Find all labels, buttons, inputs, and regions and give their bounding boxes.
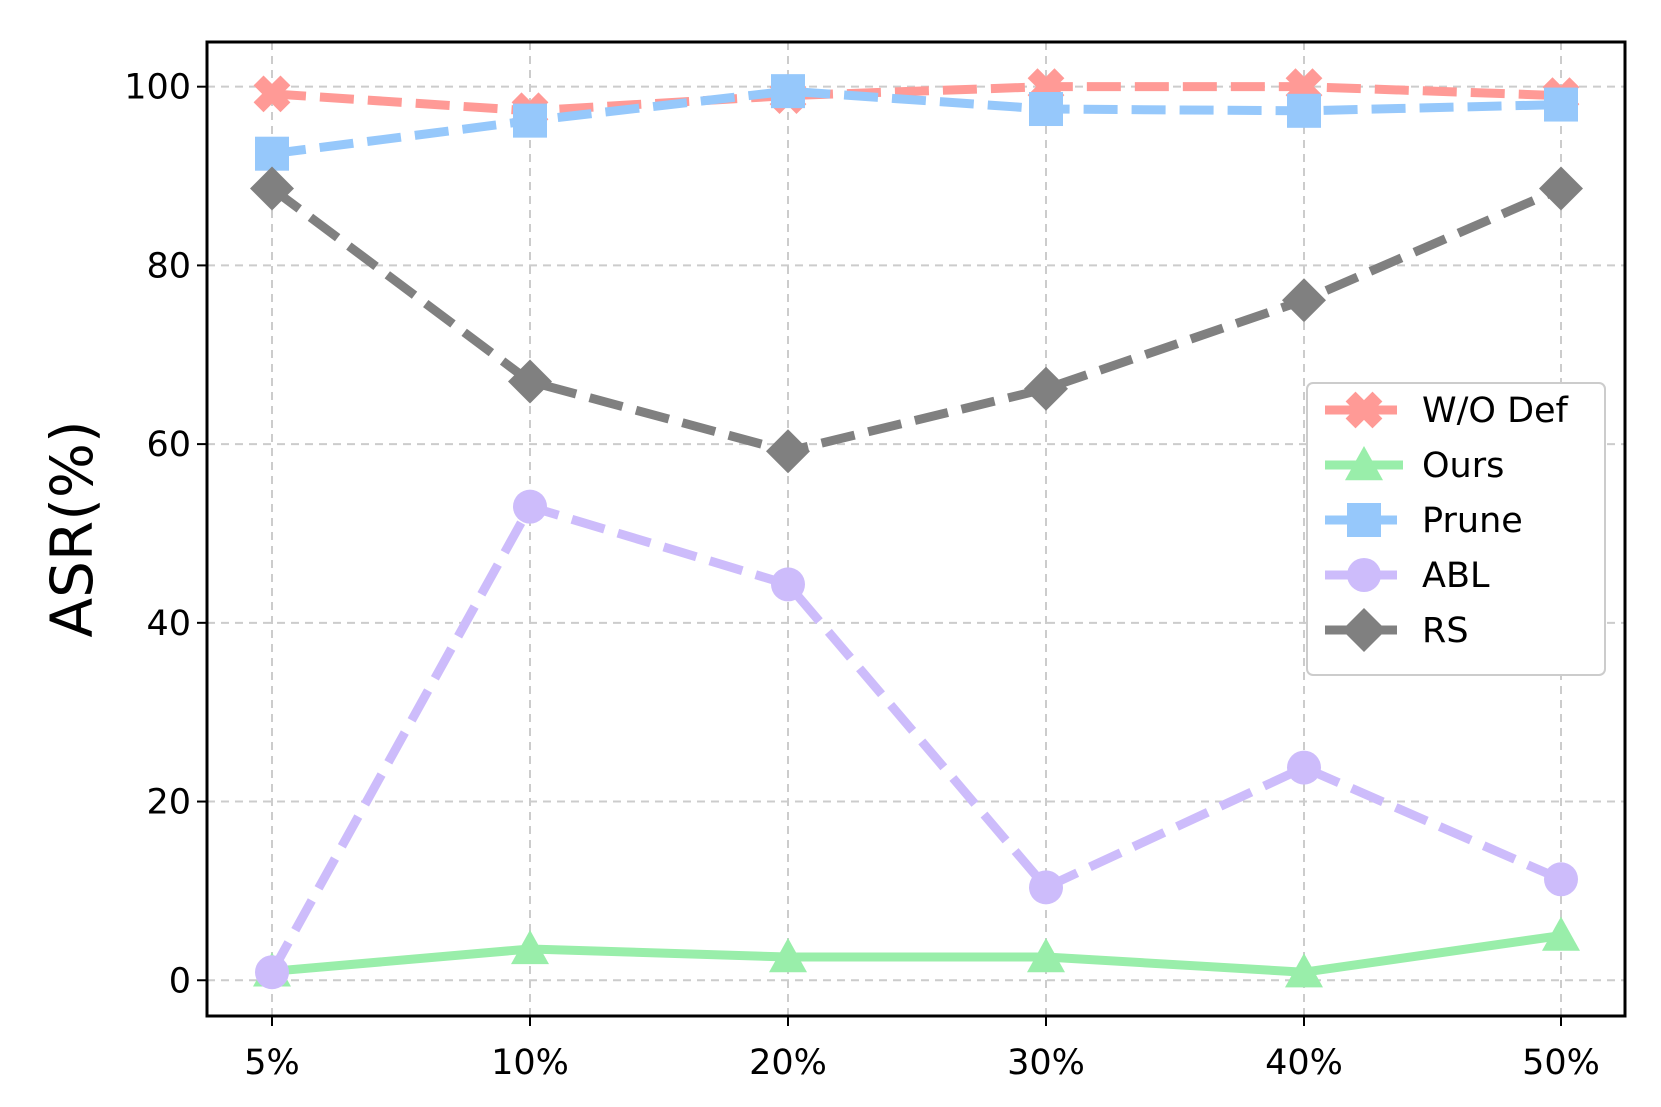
series-line (271, 931, 1562, 977)
series-line (269, 184, 1563, 456)
data-point (1287, 750, 1321, 785)
legend-swatch-marker (1347, 558, 1381, 592)
legend-item: W/O Def (1325, 391, 1569, 431)
data-point (771, 74, 805, 109)
data-point (771, 567, 805, 602)
series-line (271, 82, 1562, 116)
series-rs (250, 166, 1583, 474)
x-tick-label: 20% (749, 1043, 827, 1083)
legend-label: ABL (1422, 556, 1490, 596)
data-point (250, 166, 294, 211)
data-point (1544, 87, 1578, 122)
data-point (1285, 953, 1323, 988)
legend: W/O Def Ours Prune ABL RS (1306, 382, 1606, 676)
legend-label: W/O Def (1422, 391, 1569, 431)
legend-swatch-marker (1345, 446, 1383, 481)
data-point (511, 929, 549, 965)
legend-label: Ours (1422, 446, 1504, 486)
y-tick-label: 20 (146, 783, 191, 823)
x-tick-label: 50% (1522, 1043, 1600, 1083)
data-point (255, 136, 289, 171)
data-point (255, 955, 289, 990)
series-line (271, 86, 1562, 159)
data-point (1024, 366, 1068, 411)
x-tick-label: 10% (491, 1043, 569, 1083)
x-tick-label: 5% (244, 1043, 300, 1083)
data-point (769, 938, 807, 973)
legend-swatch-marker (1342, 608, 1386, 652)
legend-frame (1306, 382, 1606, 676)
data-point (1544, 862, 1578, 897)
series-line (268, 502, 1563, 975)
legend-item: ABL (1325, 556, 1490, 596)
data-point (1027, 938, 1065, 973)
data-point (513, 489, 547, 524)
y-tick-label: 40 (146, 604, 191, 644)
y-tick-label: 100 (124, 68, 191, 108)
data-point (1539, 166, 1583, 211)
legend-item: Ours (1325, 446, 1504, 486)
axis-ticks: 5% 10% 20% 30% 40% 50% 0 20 40 60 80 100 (124, 68, 1600, 1083)
y-tick-label: 0 (169, 961, 191, 1001)
data-point (1282, 278, 1326, 323)
legend-label: Prune (1422, 501, 1523, 541)
data-point (508, 359, 552, 404)
y-axis-label: ASR(%) (38, 420, 106, 637)
plot-frame (205, 40, 1627, 1018)
data-point (253, 75, 291, 113)
data-point (513, 103, 547, 138)
series-prune (255, 74, 1578, 171)
x-tick-label: 40% (1265, 1043, 1343, 1083)
data-point (1542, 916, 1580, 951)
data-point (766, 429, 810, 474)
legend-label: RS (1422, 611, 1469, 651)
data-point (1029, 870, 1063, 905)
y-tick-label: 80 (146, 246, 191, 286)
legend-swatch-marker (1345, 391, 1383, 429)
legend-swatch-marker (1347, 503, 1381, 537)
legend-item: Prune (1325, 501, 1523, 541)
y-tick-label: 60 (146, 425, 191, 465)
data-point (1287, 93, 1321, 128)
legend-item: RS (1325, 608, 1469, 652)
data-point (1029, 92, 1063, 127)
x-tick-label: 30% (1007, 1043, 1085, 1083)
series-abl (255, 489, 1578, 990)
series-layer (250, 68, 1583, 990)
